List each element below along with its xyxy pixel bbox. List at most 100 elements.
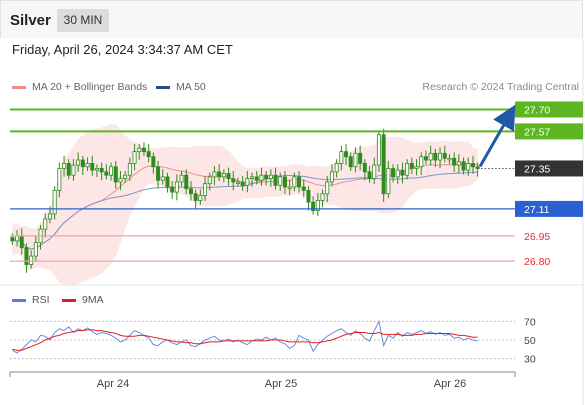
candle-body xyxy=(292,176,297,188)
candle-body xyxy=(217,171,222,178)
candle-body xyxy=(245,178,250,186)
current-price-label: 27.35 xyxy=(524,163,550,175)
ma9-swatch xyxy=(62,298,76,302)
candle-body xyxy=(358,152,363,164)
candle-body xyxy=(80,159,85,168)
support-box-blue xyxy=(515,200,583,217)
candle-body xyxy=(395,169,400,178)
candle-body xyxy=(391,168,396,178)
ma50-swatch xyxy=(156,85,170,89)
candle-body xyxy=(372,164,377,179)
timeframe-badge[interactable]: 30 MIN xyxy=(57,9,109,32)
candle-body xyxy=(226,173,231,179)
candle-body xyxy=(203,183,208,196)
candle-body xyxy=(141,147,146,153)
candle-body xyxy=(132,151,137,164)
candle-body xyxy=(297,176,302,188)
candle-body xyxy=(99,168,104,173)
candle-body xyxy=(259,174,264,181)
candle-body xyxy=(179,174,184,183)
legend-rsi: RSI xyxy=(12,294,50,306)
candle-body xyxy=(156,166,161,181)
candle-body xyxy=(334,163,339,173)
candle-body xyxy=(306,189,311,203)
resistance-label: 27.70 xyxy=(524,104,550,116)
candle-body xyxy=(57,168,62,191)
ma50-line xyxy=(12,171,478,250)
forecast-arrow xyxy=(478,104,516,168)
candle-body xyxy=(409,163,414,169)
candle-body xyxy=(85,163,90,168)
support-label-red: 26.80 xyxy=(524,256,550,268)
x-tick-label: Apr 24 xyxy=(97,378,129,390)
support-label-red: 26.95 xyxy=(524,231,550,243)
candle-body xyxy=(348,156,353,168)
rsi-tick-label: 50 xyxy=(524,335,536,347)
datetime-label: Friday, April 26, 2024 3:34:37 AM CET xyxy=(12,42,233,57)
rsi-tick-label: 30 xyxy=(524,354,536,366)
candle-body xyxy=(376,134,381,166)
candle-body xyxy=(151,156,156,168)
candle-body xyxy=(339,151,344,164)
rsi-line xyxy=(12,319,478,354)
candle-body xyxy=(66,163,71,176)
candle-body xyxy=(19,235,24,249)
candle-body xyxy=(174,181,179,193)
candle-body xyxy=(414,166,419,169)
candle-body xyxy=(447,157,452,161)
candle-body xyxy=(188,188,193,195)
candle-body xyxy=(311,201,316,211)
candle-body xyxy=(184,174,189,190)
resistance-label: 27.57 xyxy=(524,126,550,138)
candle-body xyxy=(353,152,358,168)
candle-body xyxy=(62,163,67,169)
candle-body xyxy=(278,176,283,186)
candle-body xyxy=(282,176,287,188)
candle-body xyxy=(428,152,433,161)
rsi-swatch xyxy=(12,298,26,302)
candle-body xyxy=(362,163,367,173)
candle-body xyxy=(52,189,57,215)
candle-body xyxy=(24,247,29,265)
candle-body xyxy=(47,213,52,220)
candle-body xyxy=(146,151,151,158)
ma20-swatch xyxy=(12,85,26,89)
candle-body xyxy=(71,164,76,176)
rsi-ma9-line xyxy=(12,329,478,351)
candle-body xyxy=(367,171,372,179)
candle-body xyxy=(320,193,325,201)
candle-body xyxy=(231,178,236,183)
candle-body xyxy=(400,169,405,176)
candle-body xyxy=(456,161,461,166)
candle-body xyxy=(10,237,15,242)
ma9-label: 9MA xyxy=(82,294,104,306)
resistance-box xyxy=(515,101,583,118)
candle-body xyxy=(15,235,20,242)
candle-body xyxy=(43,218,48,230)
candle-body xyxy=(381,134,386,195)
ma20-label: MA 20 + Bollinger Bands xyxy=(32,81,148,93)
candle-body xyxy=(29,255,34,265)
candle-body xyxy=(160,176,165,181)
candle-body xyxy=(212,171,217,178)
candle-body xyxy=(250,176,255,179)
candle-body xyxy=(470,163,475,168)
candle-body xyxy=(137,147,142,153)
rsi-label: RSI xyxy=(32,294,50,306)
rsi-tick-label: 70 xyxy=(524,316,536,328)
candle-body xyxy=(433,152,438,161)
candle-body xyxy=(221,173,226,178)
candle-body xyxy=(240,181,245,186)
candle-body xyxy=(193,193,198,201)
candle-body xyxy=(113,166,118,183)
candle-body xyxy=(109,166,114,176)
candle-body xyxy=(33,242,38,257)
candle-body xyxy=(207,176,212,185)
x-tick-label: Apr 26 xyxy=(434,378,466,390)
copyright-label: Research © 2024 Trading Central xyxy=(422,81,579,93)
candle-body xyxy=(273,174,278,186)
candle-body xyxy=(287,186,292,189)
candle-body xyxy=(386,168,391,195)
legend-ma50: MA 50 xyxy=(156,81,206,93)
